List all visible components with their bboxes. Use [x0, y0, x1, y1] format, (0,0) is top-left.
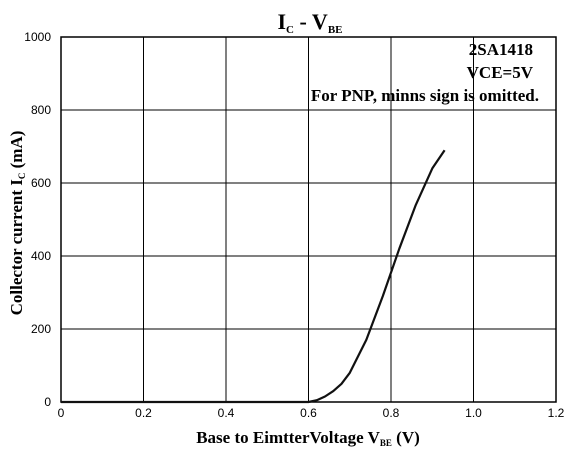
y-tick-label: 0	[44, 395, 51, 409]
y-tick-labels: 0 200 400 600 800 1000	[24, 30, 51, 409]
x-tick-label: 1.2	[548, 406, 565, 420]
x-tick-label: 0.4	[218, 406, 235, 420]
x-tick-label: 1.0	[465, 406, 482, 420]
annotation-part-number: 2SA1418	[469, 40, 533, 59]
annotation-vce: VCE=5V	[467, 63, 534, 82]
x-tick-label: 0.6	[300, 406, 317, 420]
x-axis-label: Base to EimtterVoltage VBE (V)	[196, 428, 420, 448]
ic-vbe-curve	[61, 149, 446, 404]
x-tick-label: 0.2	[135, 406, 152, 420]
y-tick-label: 600	[31, 176, 51, 190]
annotation-pnp-note: For PNP, minns sign is omitted.	[311, 86, 539, 105]
y-tick-label: 800	[31, 103, 51, 117]
x-tick-label: 0	[58, 406, 65, 420]
y-tick-label: 200	[31, 322, 51, 336]
x-tick-labels: 0 0.2 0.4 0.6 0.8 1.0 1.2	[58, 406, 565, 420]
chart-title: IC - VBE	[277, 9, 342, 36]
y-tick-label: 400	[31, 249, 51, 263]
y-axis-label: Collector current IC (mA)	[7, 131, 27, 316]
y-tick-label: 1000	[24, 30, 51, 44]
x-tick-label: 0.8	[383, 406, 400, 420]
